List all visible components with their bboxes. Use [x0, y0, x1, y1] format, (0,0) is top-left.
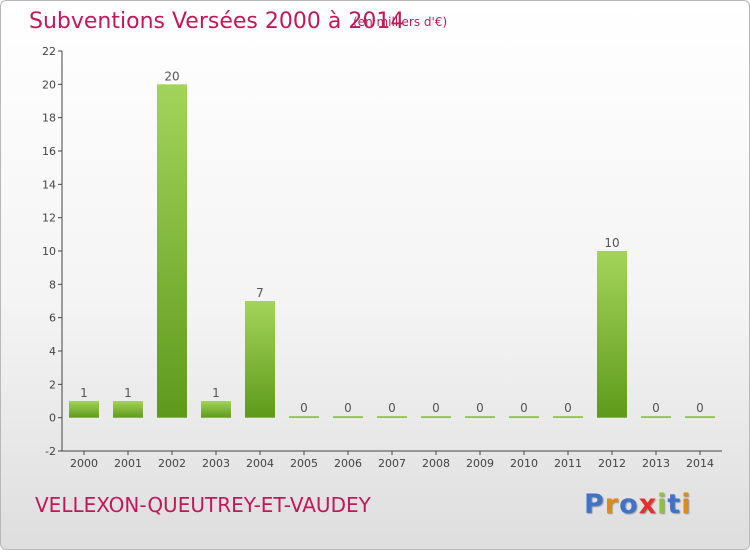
data-label-2010: 0: [520, 401, 528, 415]
logo-letter: P: [584, 489, 605, 520]
x-tick-label: 2014: [686, 457, 714, 470]
x-tick-label: 2005: [290, 457, 318, 470]
logo-letter: x: [638, 489, 658, 520]
data-label-2003: 1: [212, 386, 220, 400]
data-label-2000: 1: [80, 386, 88, 400]
x-tick-label: 2006: [334, 457, 362, 470]
x-tick-label: 2010: [510, 457, 538, 470]
bar-2011: [553, 416, 583, 418]
bar-2012: [597, 251, 627, 418]
bar-2005: [289, 416, 319, 418]
bar-2013: [641, 416, 671, 418]
y-tick-label: 6: [49, 312, 56, 325]
data-label-2002: 20: [164, 69, 179, 83]
data-label-2012: 10: [604, 236, 619, 250]
bar-2006: [333, 416, 363, 418]
data-label-2001: 1: [124, 386, 132, 400]
data-label-2014: 0: [696, 401, 704, 415]
bar-2002: [157, 84, 187, 418]
logo-letter: i: [657, 489, 668, 520]
bar-2010: [509, 416, 539, 418]
y-tick-label: 12: [42, 212, 56, 225]
y-tick-label: 10: [42, 245, 56, 258]
y-tick-label: 8: [49, 278, 56, 291]
data-label-2007: 0: [388, 401, 396, 415]
data-label-2005: 0: [300, 401, 308, 415]
bar-2003: [201, 401, 231, 418]
x-tick-label: 2008: [422, 457, 450, 470]
x-tick-label: 2003: [202, 457, 230, 470]
x-tick-label: 2012: [598, 457, 626, 470]
y-tick-label: 14: [42, 178, 56, 191]
y-tick-label: 20: [42, 78, 56, 91]
x-tick-label: 2001: [114, 457, 142, 470]
bar-2000: [69, 401, 99, 418]
logo-letter: i: [681, 489, 692, 520]
x-tick-label: 2002: [158, 457, 186, 470]
data-label-2008: 0: [432, 401, 440, 415]
bar-2004: [245, 301, 275, 418]
chart-title: Subventions Versées 2000 à 2014: [29, 9, 405, 34]
y-tick-label: 4: [49, 345, 56, 358]
x-tick-label: 2007: [378, 457, 406, 470]
commune-name: VELLEXON-QUEUTREY-ET-VAUDEY: [35, 493, 371, 517]
x-tick-label: 2009: [466, 457, 494, 470]
data-label-2004: 7: [256, 286, 264, 300]
bar-2009: [465, 416, 495, 418]
x-tick-label: 2013: [642, 457, 670, 470]
y-tick-label: 22: [42, 45, 56, 58]
logo-letter: o: [619, 489, 639, 520]
bar-2007: [377, 416, 407, 418]
data-label-2006: 0: [344, 401, 352, 415]
y-tick-label: 18: [42, 112, 56, 125]
bar-2001: [113, 401, 143, 418]
x-tick-label: 2000: [70, 457, 98, 470]
chart-unit: (en milliers d'€): [353, 15, 448, 29]
data-label-2011: 0: [564, 401, 572, 415]
logo-letter: t: [667, 489, 682, 520]
y-tick-label: 16: [42, 145, 56, 158]
y-tick-label: -2: [45, 445, 56, 458]
data-label-2013: 0: [652, 401, 660, 415]
proxiti-logo: Proxiti: [584, 489, 692, 520]
data-label-2009: 0: [476, 401, 484, 415]
x-tick-label: 2011: [554, 457, 582, 470]
y-tick-label: 2: [49, 378, 56, 391]
bar-2008: [421, 416, 451, 418]
logo-letter: r: [604, 489, 620, 520]
x-tick-label: 2004: [246, 457, 274, 470]
bar-2014: [685, 416, 715, 418]
y-tick-label: 0: [49, 412, 56, 425]
